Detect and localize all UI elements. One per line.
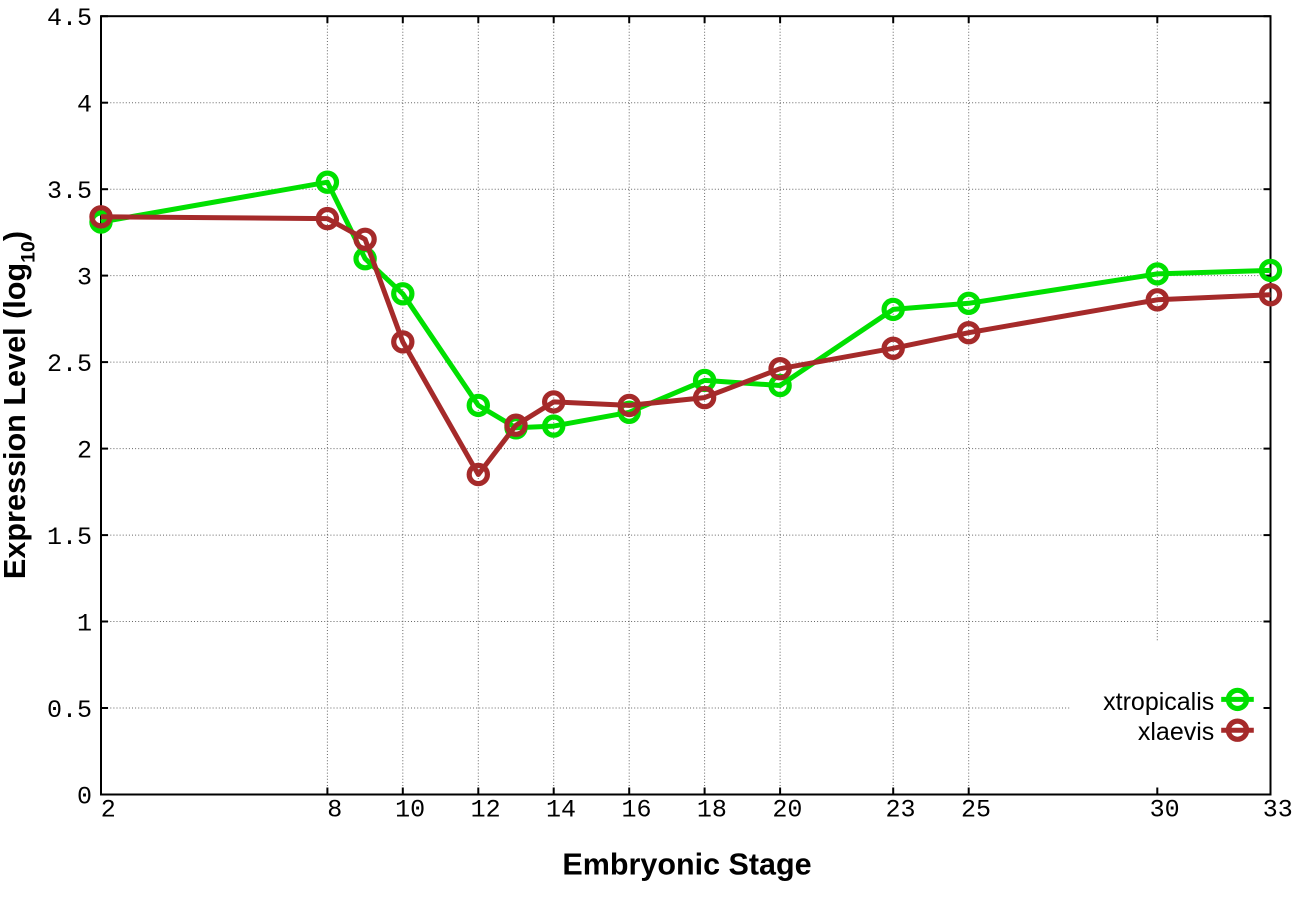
svg-text:33: 33 <box>1263 796 1293 825</box>
svg-text:4.5: 4.5 <box>47 4 92 33</box>
svg-text:18: 18 <box>697 796 727 825</box>
svg-text:Embryonic Stage: Embryonic Stage <box>562 848 811 882</box>
svg-text:16: 16 <box>621 796 651 825</box>
svg-text:0: 0 <box>77 782 92 811</box>
svg-text:25: 25 <box>961 796 991 825</box>
svg-text:xtropicalis: xtropicalis <box>1103 688 1214 716</box>
svg-text:23: 23 <box>885 796 915 825</box>
svg-text:30: 30 <box>1150 796 1180 825</box>
svg-text:12: 12 <box>471 796 501 825</box>
svg-text:2.5: 2.5 <box>47 350 92 379</box>
svg-text:2: 2 <box>77 436 92 465</box>
svg-text:14: 14 <box>546 796 576 825</box>
svg-text:3.5: 3.5 <box>47 177 92 206</box>
svg-text:8: 8 <box>327 796 342 825</box>
svg-text:xlaevis: xlaevis <box>1138 718 1214 746</box>
svg-text:0.5: 0.5 <box>47 696 92 725</box>
svg-text:1: 1 <box>77 609 92 638</box>
svg-text:4: 4 <box>77 91 92 120</box>
svg-text:2: 2 <box>101 796 116 825</box>
svg-text:10: 10 <box>395 796 425 825</box>
svg-text:3: 3 <box>77 263 92 292</box>
svg-text:1.5: 1.5 <box>47 523 92 552</box>
svg-text:20: 20 <box>772 796 802 825</box>
